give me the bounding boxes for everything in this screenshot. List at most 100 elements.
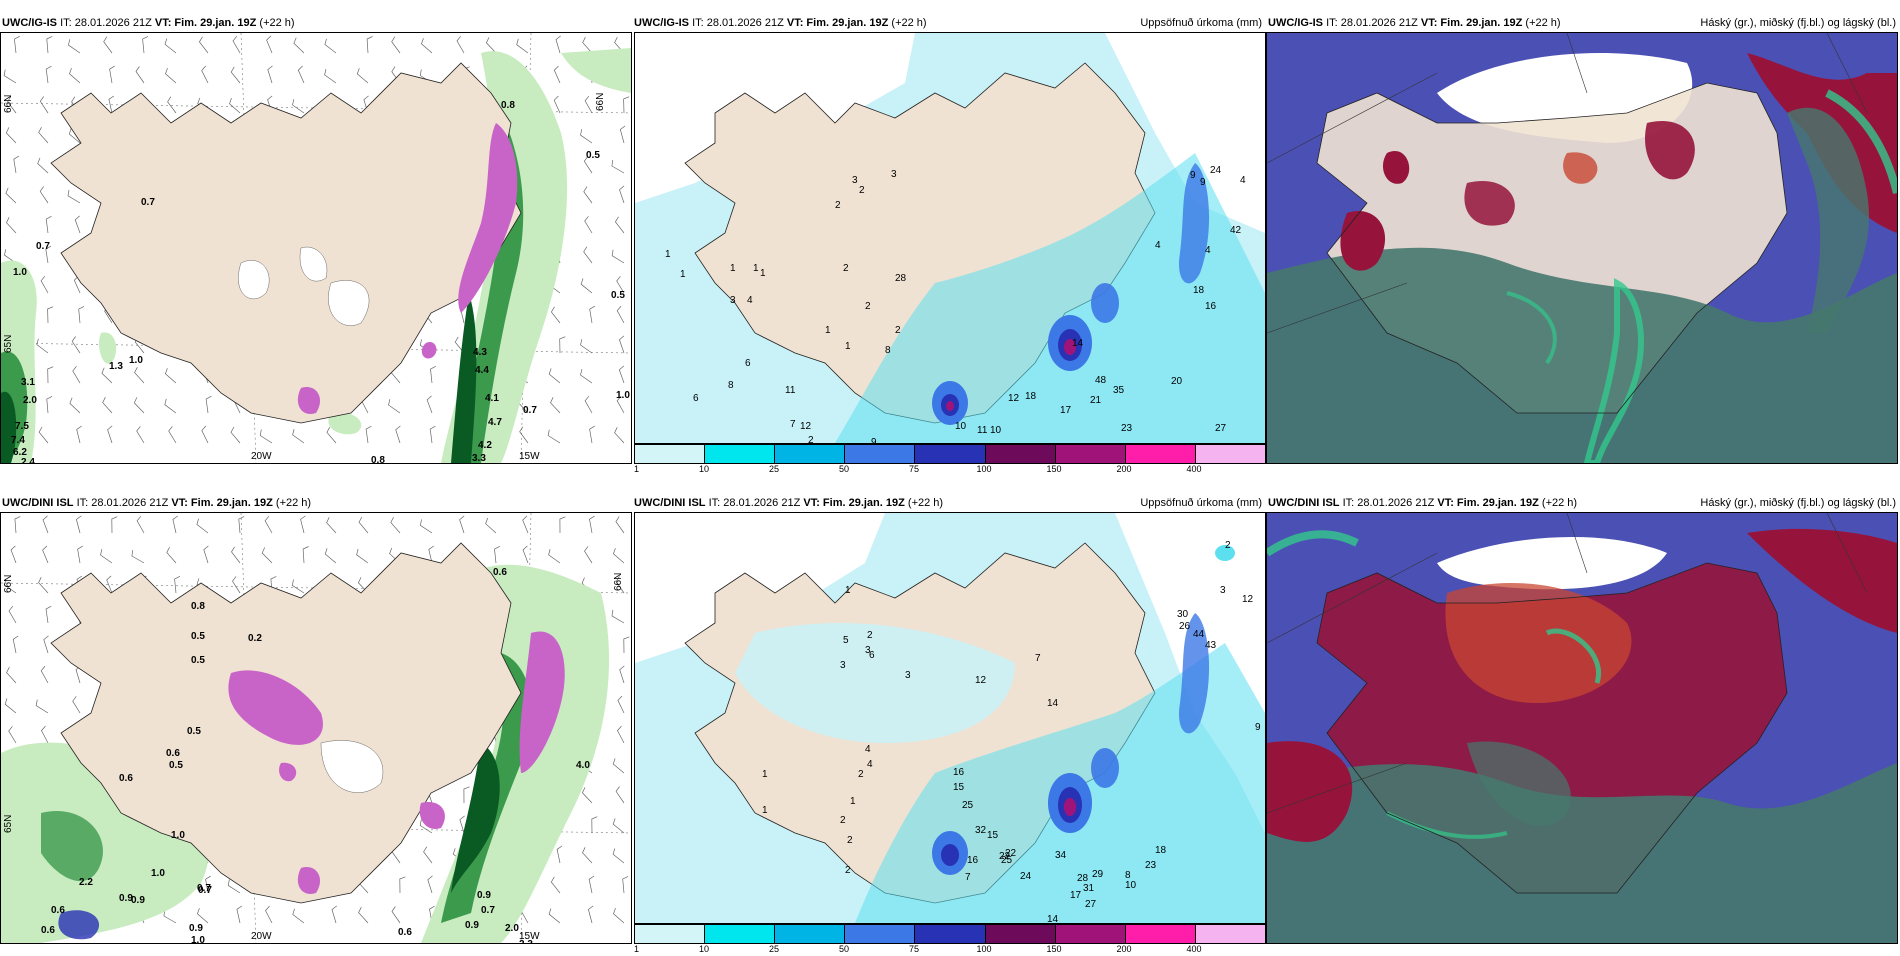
map-wind-snow-r2[interactable]: 0.6 0.8 0.5 0.2 0.5 0.5 0.6 0.5 0.6 1.0 1.0 0.7 0.6 0… xyxy=(0,512,632,944)
wind-barb xyxy=(136,426,145,444)
wind-barb xyxy=(580,369,593,384)
value-label: 0.7 xyxy=(198,885,212,896)
wind-barb xyxy=(331,905,338,924)
colorbar-tick: 400 xyxy=(1186,944,1202,954)
map-precip-r2[interactable]: 2331230264443152363312714114421222716151… xyxy=(634,512,1266,924)
value-label: 16 xyxy=(967,855,979,866)
value-label: 18 xyxy=(1193,285,1205,296)
value-label: 1.0 xyxy=(616,390,630,401)
wind-barb xyxy=(174,575,181,594)
value-label: 12 xyxy=(975,675,987,686)
wind-barb xyxy=(616,276,625,294)
lat-label-65n-left: 65N xyxy=(3,335,14,353)
colorbar-tick: 50 xyxy=(838,464,850,474)
wind-barb xyxy=(39,96,49,114)
value-label: 0.7 xyxy=(141,197,155,208)
map-wind-snow-r1[interactable]: 0.7 0.7 1.3 1.0 3.1 2.0 7.5 7.4 6.2 2.4 0.5 0.5 4.3 4… xyxy=(0,32,632,464)
colorbar-tick: 1 xyxy=(634,944,640,954)
map-cloud-r2[interactable] xyxy=(1266,512,1898,944)
wind-barb xyxy=(429,425,436,444)
model-name: UWC/IG-IS xyxy=(1268,17,1323,29)
value-label: 4.4 xyxy=(475,365,489,376)
wind-barb xyxy=(454,336,465,354)
panel-r1-precip: UWC/IG-IS IT: 28.01.2026 21Z VT: Fim. 29… xyxy=(632,14,1266,474)
wind-barb xyxy=(6,667,17,684)
panel-header: UWC/DINI ISL IT: 28.01.2026 21Z VT: Fim.… xyxy=(0,494,632,512)
value-labels: 1114112261111241814323299444231168871229… xyxy=(665,165,1246,443)
wind-barb xyxy=(547,429,561,444)
wind-barb xyxy=(324,69,337,84)
value-label: 1.0 xyxy=(171,830,185,841)
wind-barb xyxy=(423,846,433,864)
value-label: 2 xyxy=(835,200,841,211)
wind-barb xyxy=(100,549,113,564)
panel-r2-wind: UWC/DINI ISL IT: 28.01.2026 21Z VT: Fim.… xyxy=(0,494,632,944)
wind-barb xyxy=(41,725,49,744)
colorbar-swatch xyxy=(845,925,916,943)
value-label: 1.0 xyxy=(13,267,27,278)
value-label: 4 xyxy=(1240,175,1246,186)
wind-barb xyxy=(582,847,593,864)
wind-barb xyxy=(6,217,17,234)
colorbar-swatch xyxy=(1055,925,1126,943)
colorbar-tick: 25 xyxy=(768,944,779,954)
wind-barb xyxy=(548,908,561,924)
wind-barb xyxy=(324,548,337,564)
colorbar-tick: 25 xyxy=(768,464,779,474)
colorbar-tick: 10 xyxy=(698,464,709,474)
value-label: 2 xyxy=(858,769,864,780)
wind-barb xyxy=(623,96,630,114)
wind-barb xyxy=(580,278,593,294)
value-label: 0.9 xyxy=(119,893,133,904)
value-label: 7 xyxy=(790,419,796,430)
wind-barb xyxy=(69,67,81,84)
value-label: 9 xyxy=(1190,170,1196,181)
value-label: 2 xyxy=(895,325,901,336)
map-svg: 0.60.80.5 0.20.50.50.60.50.61.01.00.70.60… xyxy=(1,513,631,943)
map-cloud-r1[interactable] xyxy=(1266,32,1898,464)
value-label: 2.0 xyxy=(23,395,37,406)
wind-barb xyxy=(388,399,401,414)
valid-time: VT: Fim. 29.jan. 19Z xyxy=(1437,497,1539,509)
panel-r2-precip: UWC/DINI ISL IT: 28.01.2026 21Z VT: Fim.… xyxy=(632,494,1266,954)
wind-barb xyxy=(550,397,561,414)
colorbar-tick: 100 xyxy=(976,464,992,474)
wind-barb xyxy=(427,875,433,894)
wind-barb xyxy=(516,38,529,54)
wind-barb xyxy=(12,635,19,654)
wind-barb xyxy=(43,635,49,654)
init-time: IT: 28.01.2026 21Z xyxy=(60,17,152,29)
wind-barb xyxy=(589,305,596,324)
map-precip-r1[interactable]: 1114112261111241814323299444231168871229… xyxy=(634,32,1266,444)
colorbar-tick: 10 xyxy=(698,944,709,954)
colorbar-ticks-r1: 1 10 25 50 75 100 150 200 400 xyxy=(634,464,1264,476)
colorbar-tick: 400 xyxy=(1186,464,1202,474)
panel-r2-cloud: UWC/DINI ISL IT: 28.01.2026 21Z VT: Fim.… xyxy=(1266,494,1900,944)
wind-barb xyxy=(580,339,593,354)
value-label: 20 xyxy=(1171,376,1183,387)
wind-barb xyxy=(548,549,561,564)
wind-barb xyxy=(419,519,433,534)
wind-barb xyxy=(164,368,177,384)
value-label: 6 xyxy=(869,650,875,661)
value-label: 0.5 xyxy=(611,290,625,301)
value-label: 2.0 xyxy=(505,923,519,934)
wind-barb xyxy=(390,516,401,534)
value-label: 1.3 xyxy=(109,361,123,372)
value-label: 3 xyxy=(1220,585,1226,596)
wind-barb xyxy=(622,876,629,894)
model-name: UWC/IG-IS xyxy=(2,17,57,29)
colorbar-swatch xyxy=(1055,445,1126,463)
wind-barb xyxy=(230,426,241,444)
value-label: 4.3 xyxy=(473,347,487,358)
panel-title: Uppsöfnuð úrkoma (mm) xyxy=(1140,497,1262,509)
value-label: 15 xyxy=(987,830,999,841)
model-name: UWC/DINI ISL xyxy=(1268,497,1340,509)
colorbar-tick: 50 xyxy=(838,944,850,954)
wind-barb xyxy=(619,185,625,204)
value-label: 1.0 xyxy=(191,935,205,943)
value-label: 2 xyxy=(867,630,873,641)
colorbar-swatch xyxy=(1125,445,1196,463)
wind-barb xyxy=(459,815,465,834)
colorbar-tick: 75 xyxy=(908,944,919,954)
